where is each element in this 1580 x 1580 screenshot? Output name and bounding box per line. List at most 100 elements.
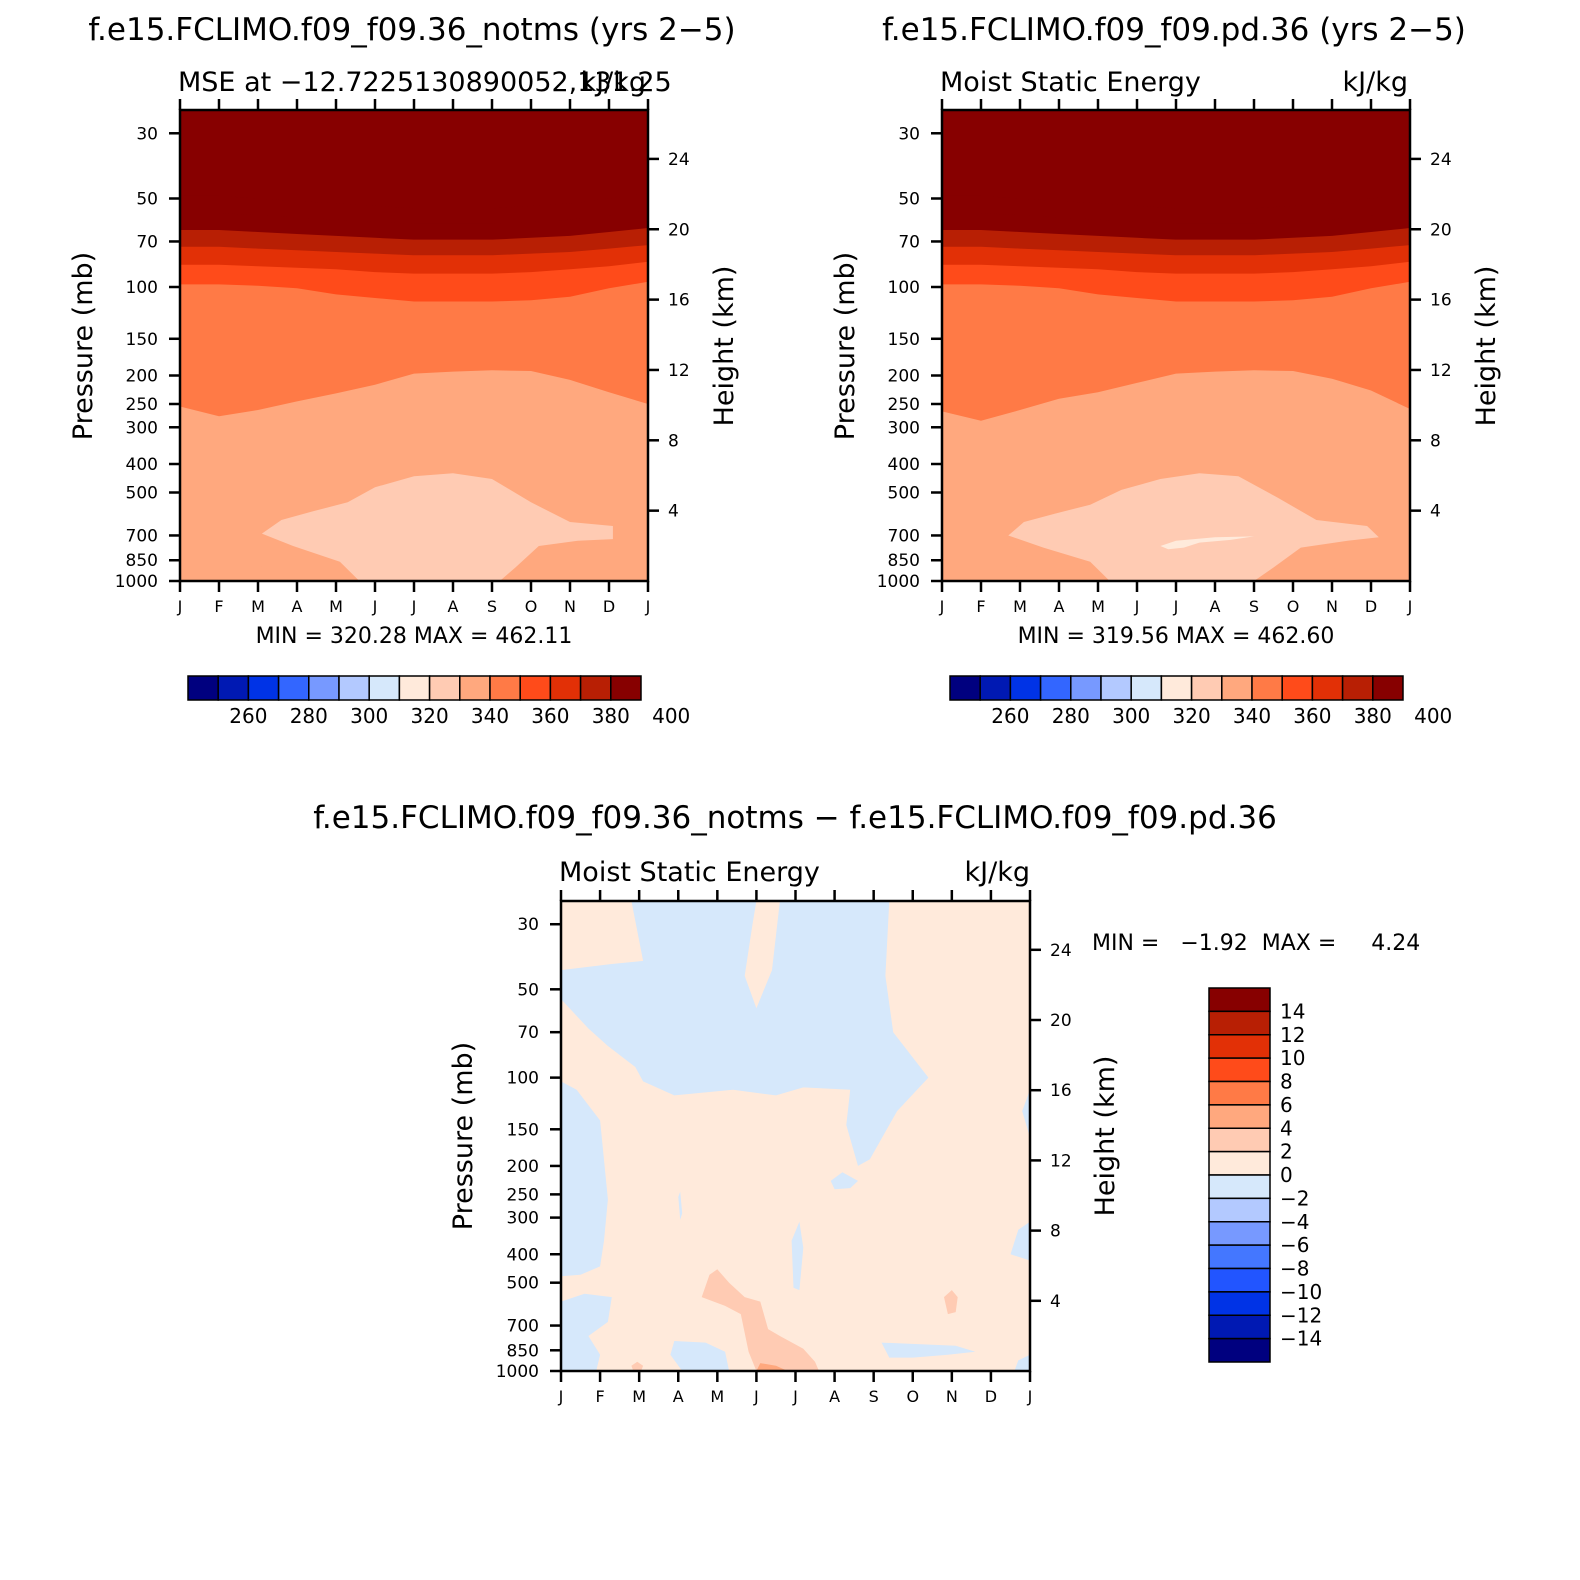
- y-tick-label: 150: [507, 1120, 539, 1140]
- y-tick-label: 300: [126, 418, 158, 438]
- colorbar-box: [1190, 675, 1223, 701]
- colorbar-box: [979, 675, 1012, 701]
- colorbar-box: [1208, 1174, 1271, 1200]
- y-axis-label: Pressure (mb): [68, 252, 99, 440]
- x-tick-label: J: [645, 597, 651, 616]
- y-right-tick-label: 20: [1050, 1011, 1072, 1031]
- x-tick-label: A: [1210, 597, 1221, 616]
- y-right-tick-label: 12: [1050, 1151, 1072, 1171]
- colorbar-box: [217, 675, 250, 701]
- x-tick-label: A: [829, 1387, 840, 1406]
- colorbar-label: 400: [1414, 704, 1452, 728]
- colorbar-label: −10: [1280, 1280, 1322, 1304]
- colorbar-label: 360: [531, 704, 569, 728]
- contour-region: [261, 473, 613, 581]
- panel-title: f.e15.FCLIMO.f09_f09.36_notms (yrs 2−5): [88, 12, 735, 48]
- colorbar: 260 280 300 320 340 360 380 400: [187, 675, 690, 728]
- colorbar-box: [1208, 1057, 1271, 1083]
- colorbar-box: [1009, 675, 1042, 701]
- y-axis-label: Pressure (mb): [448, 1042, 479, 1230]
- y-tick-label: 30: [898, 124, 920, 144]
- y-tick-label: 100: [507, 1069, 539, 1089]
- y-tick-label: 500: [126, 483, 158, 503]
- panel-notms: f.e15.FCLIMO.f09_f09.36_notms (yrs 2−5) …: [68, 12, 740, 728]
- x-tick-label: M: [710, 1387, 724, 1406]
- contour-region: [631, 1361, 644, 1371]
- y-tick-label: 400: [507, 1245, 539, 1265]
- colorbar-label: 380: [592, 704, 630, 728]
- colorbar-label: 300: [1112, 704, 1150, 728]
- y-tick-label: 1000: [496, 1362, 539, 1382]
- contour-region: [791, 1221, 804, 1291]
- y-tick-label: 50: [517, 980, 539, 1000]
- y-tick-label: 70: [136, 232, 158, 252]
- y-right-tick-label: 20: [1430, 220, 1452, 240]
- contour-region: [944, 1290, 958, 1315]
- colorbar-label: 360: [1293, 704, 1331, 728]
- colorbar-box: [459, 675, 491, 701]
- panel-subtitle-right: kJ/kg: [1343, 67, 1408, 98]
- y-axis-right-label: Height (km): [709, 266, 740, 427]
- colorbar-box: [1208, 1267, 1271, 1293]
- colorbar-box: [610, 675, 642, 701]
- colorbar-label: 320: [411, 704, 449, 728]
- y-axis-right-label: Height (km): [1090, 1056, 1121, 1217]
- panel-pd: f.e15.FCLIMO.f09_f09.pd.36 (yrs 2−5) Moi…: [830, 12, 1502, 728]
- contour-field: [942, 110, 1410, 581]
- y-right-tick-label: 4: [1430, 502, 1441, 522]
- contour-field: [561, 901, 1030, 1371]
- colorbar-box: [247, 675, 280, 701]
- y-right-tick-label: 8: [1050, 1222, 1061, 1242]
- colorbar-label: −2: [1280, 1186, 1309, 1210]
- x-tick-label: A: [292, 597, 303, 616]
- min-max-stats: MIN = 319.56 MAX = 462.60: [1018, 624, 1335, 649]
- colorbar-label: 300: [350, 704, 388, 728]
- colorbar-label: 340: [471, 704, 509, 728]
- x-tick-label: N: [1326, 597, 1338, 616]
- y-tick-label: 1000: [115, 572, 158, 592]
- colorbar-box: [1281, 675, 1314, 701]
- colorbar-box: [1208, 1104, 1271, 1129]
- colorbar-label: 4: [1280, 1116, 1293, 1140]
- colorbar-label: 280: [1052, 704, 1090, 728]
- axes: J F M A M J J A S O N D J 30 50 70 100 150 200 250 300 400 500…: [496, 890, 1072, 1406]
- contour-region: [1014, 1354, 1030, 1371]
- y-tick-label: 850: [126, 551, 158, 571]
- x-tick-label: D: [603, 597, 615, 616]
- contour-region: [561, 901, 929, 1166]
- colorbar-box: [519, 675, 552, 701]
- contour-region: [180, 564, 294, 581]
- colorbar-box: [549, 675, 582, 701]
- colorbar-box: [277, 675, 310, 701]
- colorbar-label: 400: [652, 704, 690, 728]
- y-right-tick-label: 20: [668, 220, 690, 240]
- colorbar-label: −12: [1280, 1303, 1322, 1327]
- y-right-tick-label: 16: [1050, 1081, 1072, 1101]
- y-tick-label: 150: [888, 330, 920, 350]
- min-max-stats: MIN = −1.92 MAX = 4.24: [1092, 931, 1420, 956]
- y-tick-label: 700: [507, 1317, 539, 1337]
- colorbar-label: −8: [1280, 1257, 1309, 1281]
- y-tick-label: 700: [126, 526, 158, 546]
- y-tick-label: 700: [888, 526, 920, 546]
- y-right-tick-label: 12: [668, 361, 690, 381]
- x-tick-label: N: [564, 597, 576, 616]
- y-right-tick-label: 4: [668, 502, 679, 522]
- colorbar-box: [428, 675, 461, 701]
- axes: J F M A M J J A S O N D J 30 50 70 100 150 200 250 300 400 500…: [115, 99, 690, 616]
- contour-region: [554, 564, 648, 581]
- y-right-tick-label: 8: [668, 431, 679, 451]
- contour-region: [1010, 1221, 1030, 1261]
- contour-region: [678, 1191, 683, 1220]
- x-tick-label: M: [632, 1387, 646, 1406]
- x-tick-label: F: [595, 1387, 604, 1406]
- colorbar-box: [1208, 1034, 1271, 1059]
- colorbar-label: 320: [1173, 704, 1211, 728]
- contour-region: [830, 1172, 858, 1190]
- colorbar-box: [1039, 675, 1072, 701]
- x-tick-label: J: [411, 597, 417, 616]
- colorbar-label: −6: [1280, 1233, 1309, 1257]
- y-tick-label: 300: [507, 1209, 539, 1229]
- x-tick-label: A: [673, 1387, 684, 1406]
